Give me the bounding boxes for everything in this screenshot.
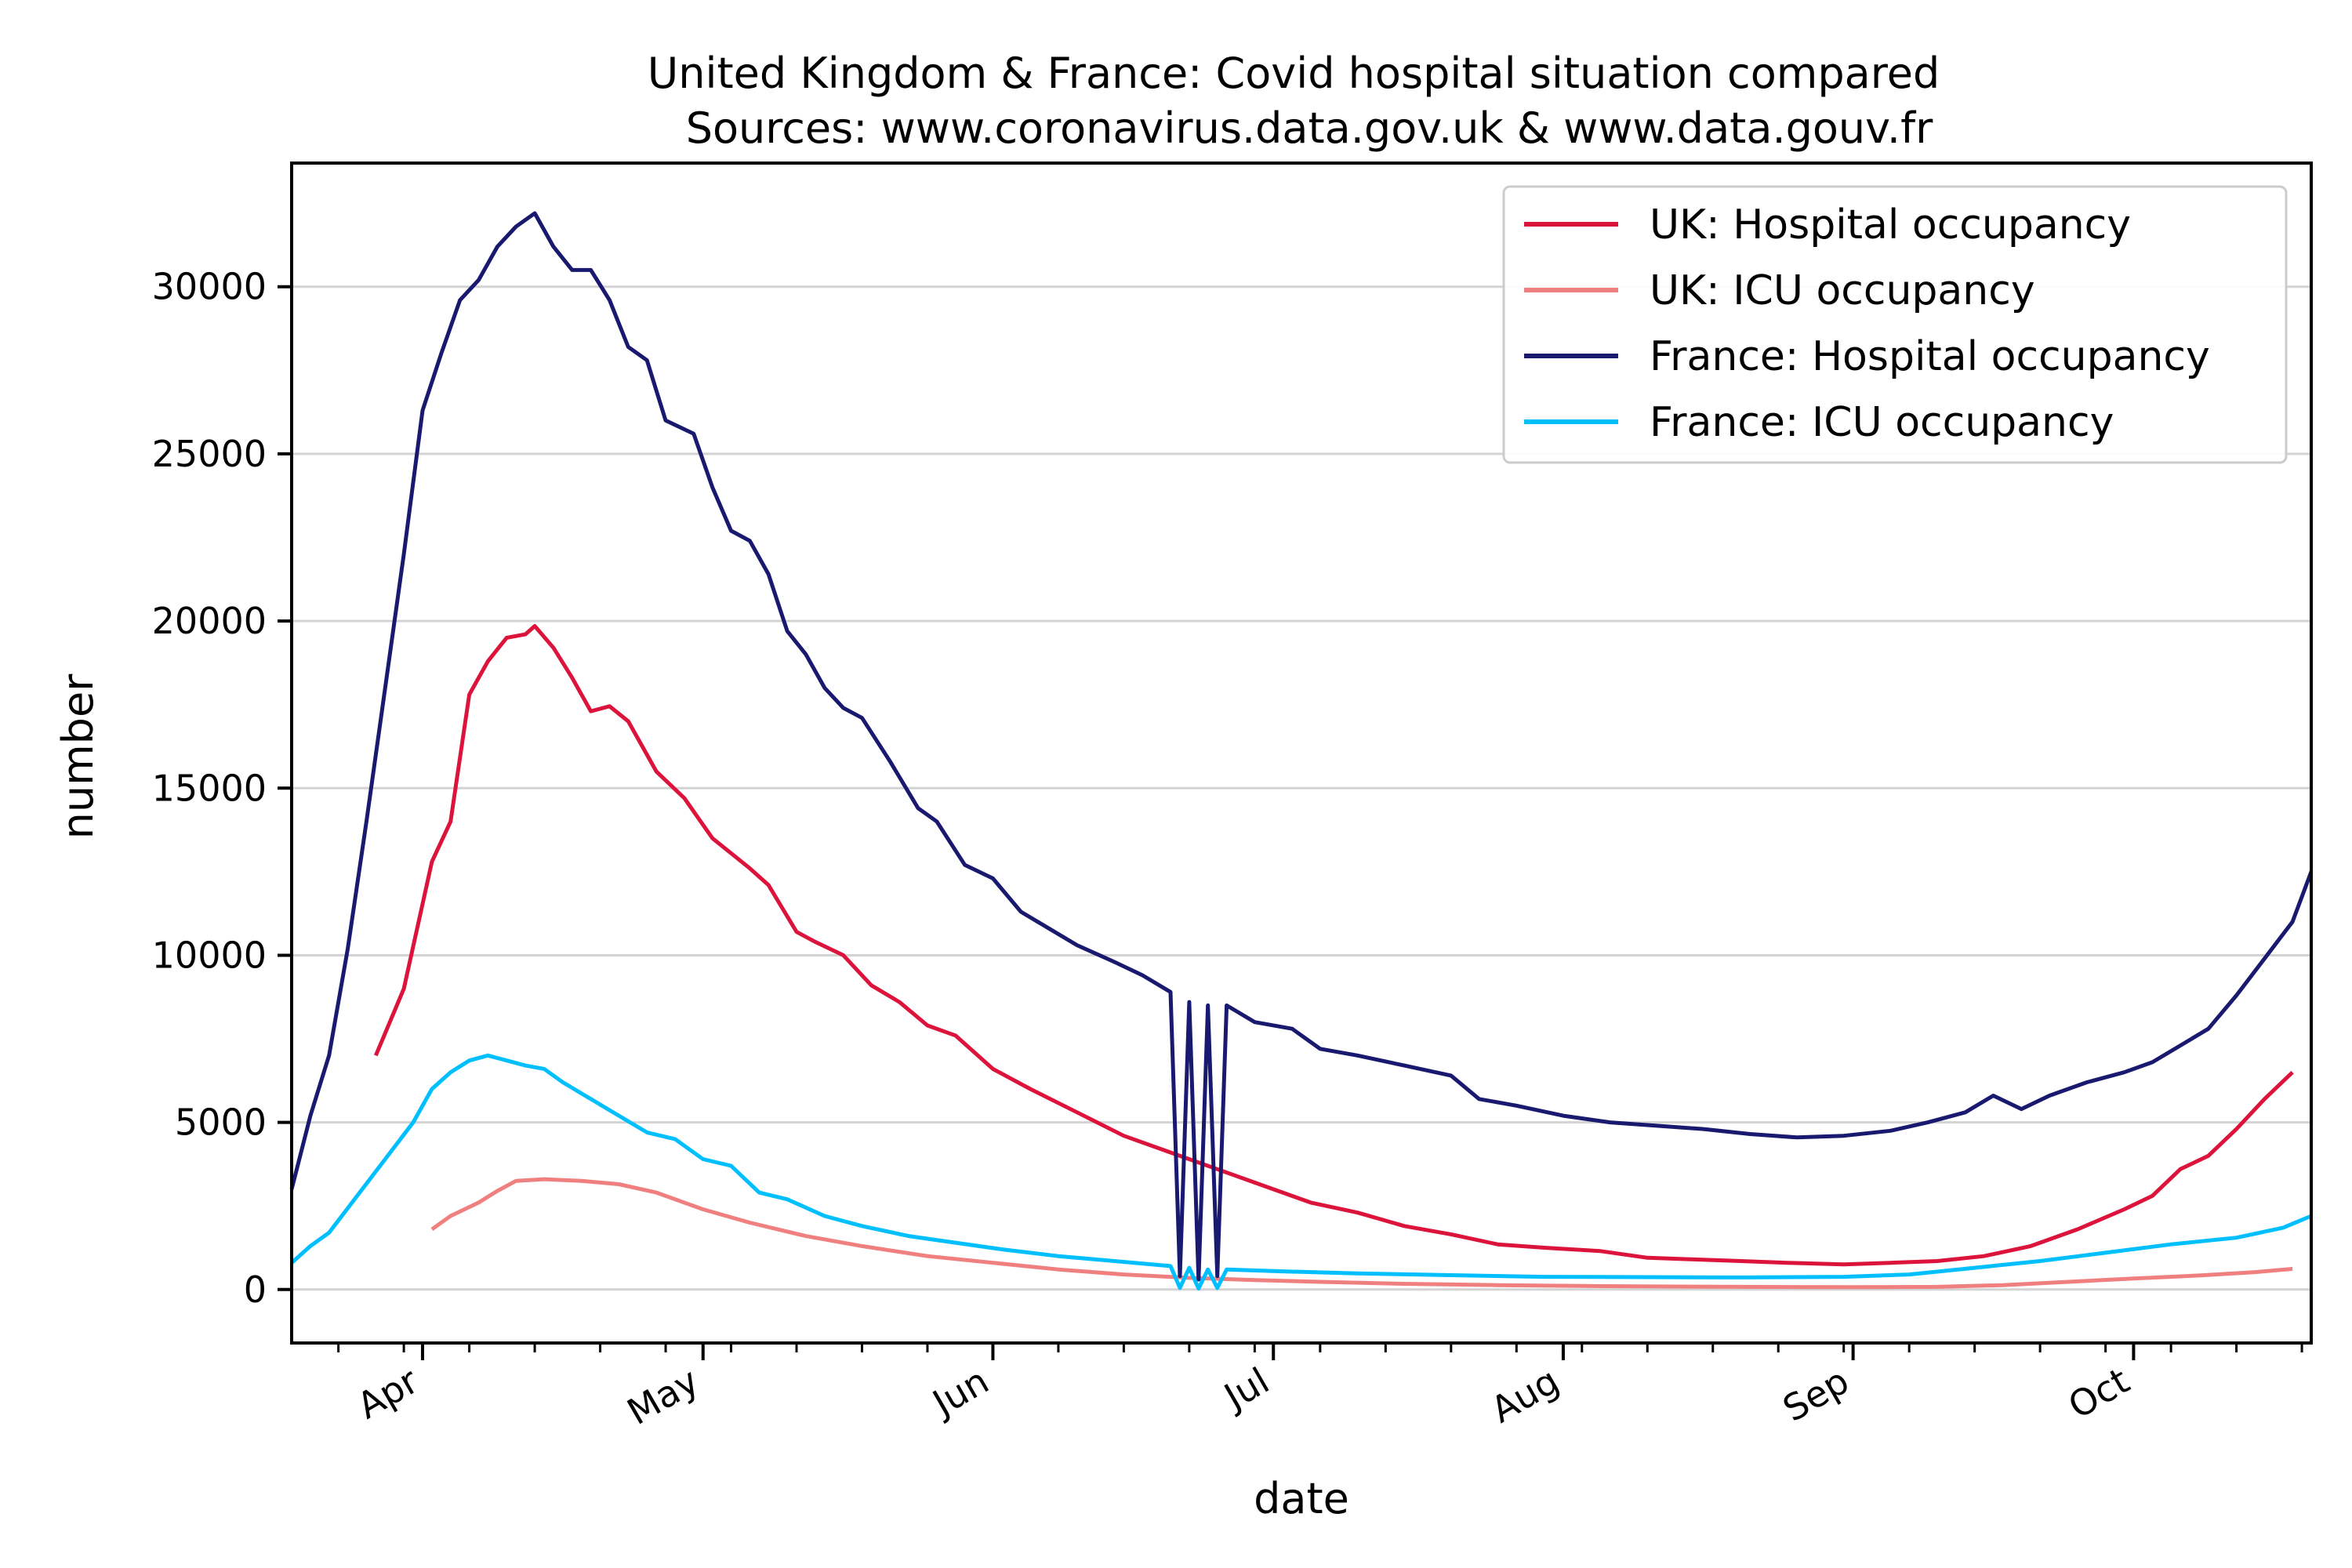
y-tick-label: 15000 bbox=[152, 767, 267, 809]
y-tick-label: 20000 bbox=[152, 600, 267, 642]
legend-label: France: ICU occupancy bbox=[1650, 399, 2114, 446]
legend: UK: Hospital occupancy UK: ICU occupancy F… bbox=[1502, 185, 2288, 464]
x-axis-label: date bbox=[1254, 1474, 1349, 1523]
plot-frame bbox=[290, 162, 2313, 1345]
chart-title: United Kingdom & France: Covid hospital … bbox=[648, 49, 1940, 98]
legend-label: UK: Hospital occupancy bbox=[1650, 201, 2131, 249]
chart-subtitle: Sources: www.coronavirus.data.gov.uk & w… bbox=[686, 103, 1933, 153]
legend-box bbox=[1502, 185, 2288, 464]
y-tick-label: 30000 bbox=[152, 266, 267, 308]
y-tick-label: 5000 bbox=[175, 1102, 267, 1144]
legend-label: UK: ICU occupancy bbox=[1650, 267, 2035, 314]
y-tick-label: 25000 bbox=[152, 433, 267, 475]
y-tick-label: 10000 bbox=[152, 934, 267, 976]
series-lines bbox=[289, 211, 2314, 1290]
y-axis: 0 5000 10000 15000 20000 25000 30000 bbox=[152, 266, 292, 1311]
y-axis-label: number bbox=[53, 673, 103, 840]
y-tick-label: 0 bbox=[244, 1269, 267, 1311]
series-line-3 bbox=[289, 211, 2314, 1282]
series-line-2 bbox=[430, 1177, 2293, 1290]
series-line-1 bbox=[373, 624, 2294, 1267]
legend-label: France: Hospital occupancy bbox=[1650, 333, 2210, 380]
series-line-4 bbox=[290, 1053, 2312, 1290]
